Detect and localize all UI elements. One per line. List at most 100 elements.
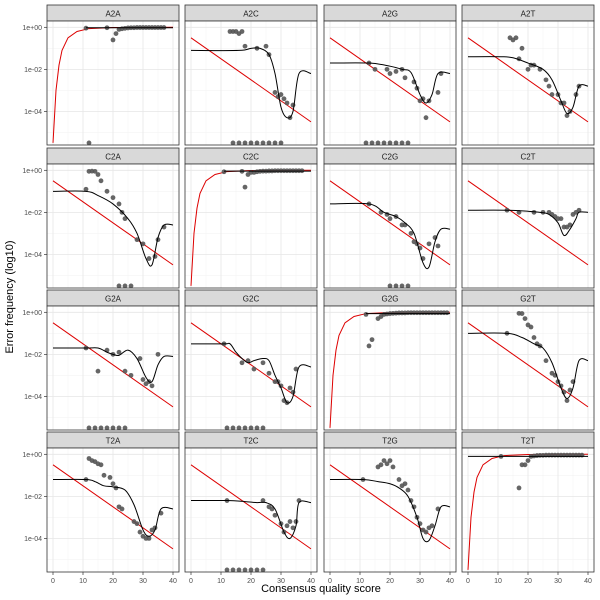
- x-tick-label: 30: [416, 578, 424, 585]
- observed-error-point: [104, 188, 110, 194]
- y-tick-label: 1e-02: [24, 210, 42, 217]
- observed-error-point: [423, 529, 429, 535]
- observed-error-point: [116, 201, 122, 207]
- observed-error-point: [242, 567, 248, 572]
- fitted-error-curve: [52, 347, 174, 383]
- grid-lines: [462, 164, 594, 288]
- y-tick-label: 1e-02: [24, 67, 42, 74]
- observed-error-point: [239, 29, 245, 34]
- observed-error-point: [248, 140, 254, 145]
- x-tick-label: 0: [466, 578, 470, 585]
- nominal-error-line: [329, 464, 451, 550]
- panel-data: [329, 37, 451, 145]
- y-tick-label: 1e-02: [24, 352, 42, 359]
- observed-error-point: [525, 458, 531, 464]
- panel-border: [323, 163, 457, 289]
- observed-error-point: [239, 360, 245, 366]
- strip-label: T2T: [521, 437, 535, 446]
- observed-error-point: [140, 377, 146, 382]
- strip-label: T2C: [243, 437, 258, 446]
- y-axis-title: Error frequency (log10): [4, 240, 16, 353]
- observed-error-point: [266, 140, 272, 145]
- strip-label: C2G: [382, 153, 398, 162]
- strip-label: T2A: [106, 437, 121, 446]
- observed-error-point: [86, 140, 92, 145]
- panel-border: [184, 20, 318, 146]
- panel-border: [46, 163, 180, 289]
- observed-error-point: [528, 324, 534, 330]
- fitted-error-curve: [190, 499, 312, 540]
- observed-error-point: [122, 216, 128, 222]
- grid-lines: [462, 306, 594, 430]
- observed-error-point: [444, 310, 450, 316]
- observed-error-point: [378, 462, 384, 468]
- panel-data: [329, 180, 451, 288]
- y-tick-label: 1e-02: [24, 494, 42, 501]
- grid-lines: [185, 306, 317, 430]
- grid-lines: [324, 21, 456, 145]
- observed-error-point: [98, 178, 104, 184]
- observed-error-point: [98, 425, 104, 430]
- observed-error-point: [128, 283, 134, 288]
- observed-error-point: [369, 337, 375, 343]
- facet-panel-a2g: A2G: [323, 4, 457, 146]
- observed-error-point: [387, 283, 393, 288]
- observed-error-point: [567, 387, 573, 393]
- panel-data: [190, 29, 312, 145]
- observed-error-point: [230, 567, 236, 572]
- strip-label: A2G: [382, 10, 398, 19]
- x-tick-label: 30: [554, 578, 562, 585]
- strip-label: A2A: [105, 10, 121, 19]
- observed-error-point: [263, 43, 269, 49]
- panel-border: [184, 163, 318, 289]
- observed-error-point: [366, 343, 372, 349]
- observed-error-point: [122, 283, 128, 288]
- grid-lines: [462, 448, 594, 572]
- x-tick-label: 40: [584, 578, 592, 585]
- observed-error-point: [426, 241, 432, 247]
- observed-error-point: [260, 140, 266, 145]
- observed-error-point: [396, 477, 402, 482]
- facet-panel-g2a: G2A 1e+00 1e-02 1e-04: [22, 289, 180, 431]
- nominal-error-line: [329, 37, 451, 123]
- observed-error-point: [381, 140, 387, 145]
- x-axis-title: Consensus quality score: [261, 583, 381, 595]
- fitted-error-curve: [52, 478, 174, 537]
- observed-error-point: [116, 283, 122, 288]
- strip-label: G2A: [105, 295, 122, 304]
- observed-error-point: [522, 316, 528, 322]
- x-tick-label: 30: [139, 578, 147, 585]
- observed-error-point: [260, 425, 266, 430]
- observed-error-point: [110, 425, 116, 430]
- nominal-error-line: [190, 37, 312, 123]
- x-tick-label: 40: [169, 578, 177, 585]
- observed-error-point: [546, 83, 552, 89]
- y-tick-label: 1e-04: [24, 252, 42, 259]
- observed-error-point: [423, 115, 429, 121]
- fitted-error-curve: [190, 342, 312, 404]
- observed-error-point: [393, 283, 399, 288]
- nominal-error-line: [467, 180, 589, 266]
- observed-error-point: [405, 487, 411, 493]
- observed-error-point: [221, 169, 227, 175]
- observed-error-point: [372, 66, 378, 72]
- observed-error-point: [564, 398, 570, 403]
- y-tick-label: 1e+00: [22, 310, 42, 317]
- grid-lines: [47, 21, 179, 145]
- observed-error-point: [224, 425, 230, 430]
- nominal-error-line: [52, 180, 174, 266]
- facet-panel-c2t: C2T: [461, 147, 595, 289]
- observed-error-point: [128, 372, 134, 378]
- observed-error-point: [387, 140, 393, 145]
- x-tick-label: 20: [524, 578, 532, 585]
- y-tick-label: 1e+00: [22, 168, 42, 175]
- observed-error-point: [516, 485, 522, 491]
- observed-error-point: [402, 481, 408, 487]
- panel-data: [190, 322, 312, 430]
- grid-lines: [324, 164, 456, 288]
- nominal-error-line: [467, 453, 589, 570]
- facet-panel-g2c: G2C: [184, 289, 318, 431]
- panel-data: [52, 456, 174, 550]
- observed-error-point: [576, 207, 582, 213]
- grid-lines: [47, 448, 179, 572]
